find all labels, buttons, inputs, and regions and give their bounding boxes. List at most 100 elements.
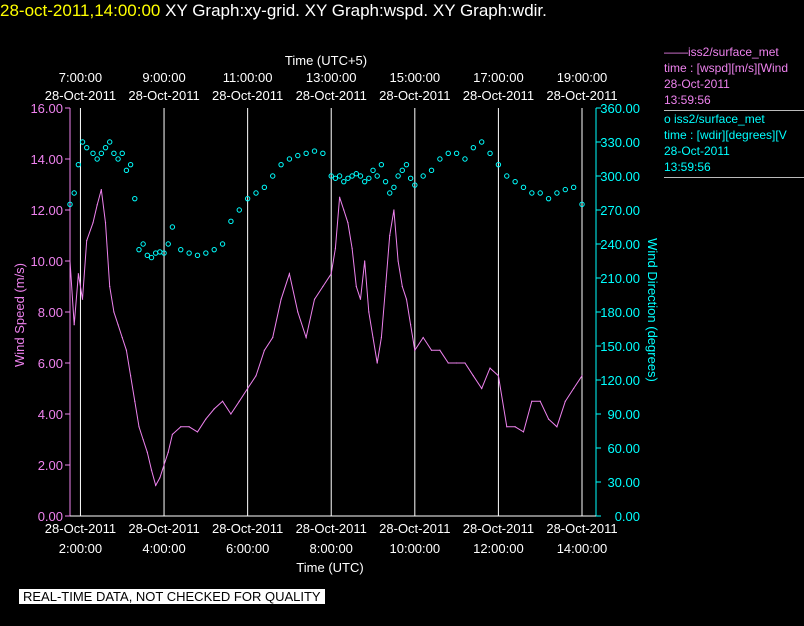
wind-speed-point [288,273,291,275]
right-tick-label: 150.00 [600,339,640,354]
right-axis-title: Wind Direction (degrees) [645,238,660,382]
legend-speed-time: 13:59:56 [664,93,711,107]
wind-direction-point [311,148,318,154]
wind-direction-point [203,250,209,256]
wind-speed-point [393,209,395,211]
wind-speed-point [167,451,169,453]
wind-speed-point [313,298,316,300]
x-tick-label-time: 8:00:00 [310,541,353,556]
wind-direction-point [428,167,435,174]
right-tick-label: 210.00 [600,271,640,286]
wind-direction-point [236,207,242,213]
wind-speed-point [573,387,575,390]
x-tick-label-time: 10:00:00 [390,541,441,556]
wind-speed-point [305,336,307,339]
wind-direction-point [336,173,343,179]
top-tick-label-date: 28-Oct-2011 [45,88,116,103]
wind-direction-point [570,184,577,191]
wind-speed-point [338,196,341,198]
wind-speed-point [322,285,324,288]
legend-divider [664,110,804,111]
wind-direction-point [161,250,167,256]
wind-speed-point [134,400,136,402]
wind-speed-point [405,298,408,300]
wind-speed-point [522,431,525,433]
wind-direction-point [387,190,393,196]
wind-direction-point [102,144,109,151]
left-tick-label: 16.00 [30,101,63,116]
left-tick-label: 0.00 [38,509,63,524]
wind-direction-point [94,156,100,162]
wind-direction-point [165,241,171,247]
wind-speed-point [384,285,387,288]
legend-dir-line: o iss2/surface_met [664,112,765,126]
x-tick-label-date: 28-Oct-2011 [463,521,534,536]
wind-speed-point [389,234,391,237]
x-tick-label-date: 28-Oct-2011 [296,521,367,536]
legend-speed-line: ——iss2/surface_met [664,45,779,59]
wind-direction-point [169,224,176,230]
right-tick-label: 0.00 [615,509,640,524]
wind-direction-point [366,175,372,181]
wind-direction-point [403,161,410,168]
wind-speed-point [221,400,224,402]
wind-speed-point [213,408,215,410]
wind-direction-point [512,178,518,185]
wind-speed-point [142,438,144,441]
wind-direction-point [115,156,121,162]
wind-speed-point [372,336,374,339]
wind-speed-point [447,362,449,364]
wind-speed-point [230,413,232,415]
x-tick-label-date: 28-Oct-2011 [128,521,199,536]
wind-speed-point [121,336,123,339]
wind-direction-point [186,250,192,256]
wind-speed-point [96,204,98,206]
wind-speed-point [247,387,249,390]
left-tick-label: 4.00 [38,407,63,422]
right-tick-label: 300.00 [600,169,640,184]
wind-speed-point [481,387,483,390]
wind-speed-point [351,247,353,249]
wind-direction-point [140,241,146,247]
legend-dir-date: 28-Oct-2011 [664,144,730,158]
wind-direction-point [303,150,309,157]
wind-speed-point [547,418,550,420]
wind-direction-point [579,201,585,208]
wind-speed-point [272,336,274,339]
wind-speed-point [280,298,282,300]
wind-speed-point [117,324,119,326]
wind-direction-point [374,173,380,179]
wind-speed-point [77,273,79,275]
wind-speed-point [104,222,107,224]
wind-speed-point [489,367,491,369]
wind-speed-point [155,484,157,486]
wind-speed-point [109,285,111,288]
wind-direction-point [357,173,364,179]
wind-direction-point [328,173,334,179]
wind-direction-point [537,190,543,196]
wind-speed-point [581,375,583,377]
wind-direction-point [445,150,451,157]
wind-speed-point [355,285,357,288]
top-tick-label-time: 9:00:00 [142,70,185,85]
wind-speed-point [539,400,541,402]
graph-title-wdir: XY Graph:wdir. [432,1,547,20]
wind-speed-point [439,349,441,351]
top-tick-label-time: 7:00:00 [59,70,102,85]
wind-speed-point [397,260,399,262]
wind-direction-point [278,161,284,168]
wind-direction-point [144,252,151,259]
wind-speed-point [130,375,132,377]
wind-speed-point [376,362,378,364]
x-tick-label-date: 28-Oct-2011 [212,521,283,536]
right-tick-label: 90.00 [607,407,640,422]
wind-speed-point [171,433,173,435]
x-tick-label-date: 28-Oct-2011 [45,521,116,536]
wind-speed-point [125,349,128,351]
wind-direction-point [178,246,184,253]
left-axis-title: Wind Speed (m/s) [12,263,27,367]
grid-layer [79,108,583,516]
right-tick-label: 60.00 [607,441,640,456]
top-tick-label-time: 15:00:00 [390,70,441,85]
wind-direction-point [470,144,477,151]
